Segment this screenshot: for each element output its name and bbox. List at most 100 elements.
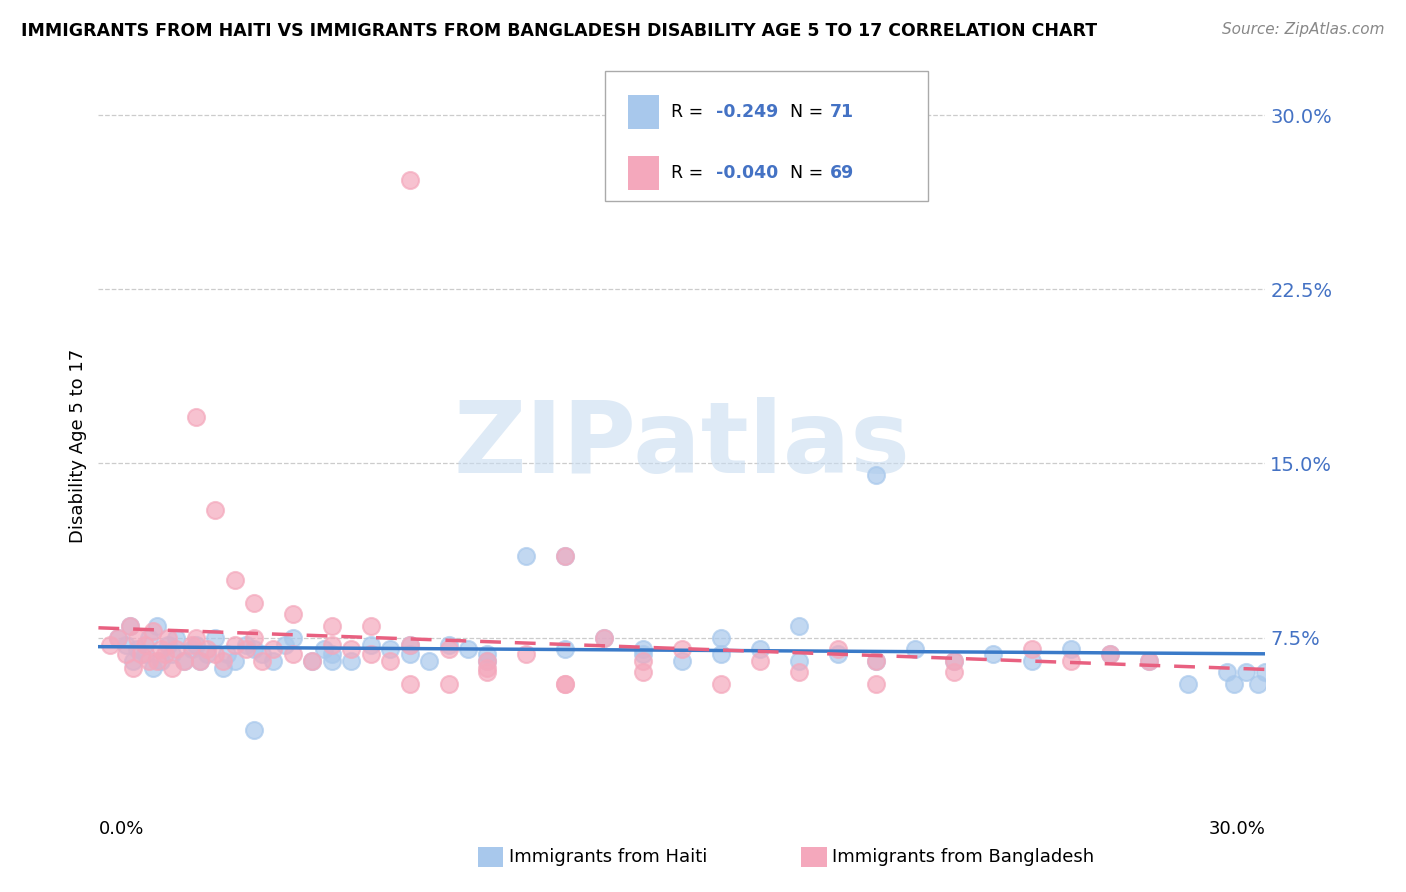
Point [142, 624, 165, 638]
Point [1246, 677, 1268, 691]
Point [204, 503, 226, 517]
Point [631, 647, 654, 661]
Point [360, 638, 382, 652]
Point [787, 619, 810, 633]
Text: -0.249: -0.249 [716, 103, 778, 121]
Point [274, 638, 297, 652]
Point [188, 654, 211, 668]
Point [250, 647, 273, 661]
Point [457, 642, 479, 657]
Point [235, 638, 257, 652]
Point [149, 642, 172, 657]
Point [224, 654, 246, 668]
Text: Source: ZipAtlas.com: Source: ZipAtlas.com [1222, 22, 1385, 37]
Text: R =: R = [671, 164, 709, 182]
Point [184, 409, 207, 424]
Point [380, 642, 402, 657]
Point [1098, 647, 1121, 661]
Point [180, 642, 202, 657]
Point [107, 631, 129, 645]
Text: IMMIGRANTS FROM HAITI VS IMMIGRANTS FROM BANGLADESH DISABILITY AGE 5 TO 17 CORRE: IMMIGRANTS FROM HAITI VS IMMIGRANTS FROM… [21, 22, 1097, 40]
Text: Immigrants from Haiti: Immigrants from Haiti [509, 848, 707, 866]
Point [250, 654, 273, 668]
Point [671, 654, 693, 668]
Point [281, 607, 304, 622]
Point [437, 642, 460, 657]
Point [1137, 654, 1160, 668]
Point [134, 638, 156, 652]
Point [243, 596, 266, 610]
Point [138, 631, 160, 645]
Point [235, 642, 257, 657]
Point [262, 642, 284, 657]
Point [827, 647, 849, 661]
Point [118, 619, 141, 633]
Point [943, 665, 966, 680]
Point [477, 665, 499, 680]
Point [321, 654, 343, 668]
Point [114, 647, 136, 661]
Point [398, 173, 420, 187]
Point [437, 638, 460, 652]
Point [554, 549, 576, 564]
Point [204, 631, 226, 645]
Point [748, 654, 770, 668]
Point [312, 642, 335, 657]
Point [212, 654, 235, 668]
Point [122, 654, 145, 668]
Point [134, 647, 156, 661]
Point [418, 654, 440, 668]
Text: 30.0%: 30.0% [1209, 821, 1265, 838]
Point [281, 631, 304, 645]
Point [215, 647, 238, 661]
Point [398, 638, 420, 652]
Point [165, 631, 187, 645]
Point [321, 619, 343, 633]
Point [477, 661, 499, 675]
Text: N =: N = [790, 164, 830, 182]
Point [1254, 665, 1277, 680]
Point [146, 654, 169, 668]
Point [212, 661, 235, 675]
Point [1177, 677, 1199, 691]
Point [98, 638, 121, 652]
Point [340, 654, 363, 668]
Point [477, 654, 499, 668]
Point [184, 631, 207, 645]
Point [981, 647, 1004, 661]
Text: 69: 69 [830, 164, 853, 182]
Point [195, 647, 218, 661]
Point [631, 654, 654, 668]
Point [122, 661, 145, 675]
Point [195, 642, 218, 657]
Point [787, 665, 810, 680]
Point [146, 619, 169, 633]
Point [943, 654, 966, 668]
Point [157, 631, 180, 645]
Point [398, 647, 420, 661]
Point [554, 642, 576, 657]
Point [865, 654, 887, 668]
Point [1060, 642, 1083, 657]
Point [127, 631, 149, 645]
Point [1215, 665, 1237, 680]
Point [153, 647, 176, 661]
Point [865, 677, 887, 691]
Point [243, 642, 266, 657]
Point [173, 654, 195, 668]
Point [1021, 654, 1043, 668]
Point [204, 647, 226, 661]
Point [180, 638, 202, 652]
Point [127, 642, 149, 657]
Point [114, 638, 136, 652]
Point [118, 619, 141, 633]
Point [380, 654, 402, 668]
Point [262, 654, 284, 668]
Point [671, 642, 693, 657]
Point [149, 654, 172, 668]
Y-axis label: Disability Age 5 to 17: Disability Age 5 to 17 [69, 349, 87, 543]
Point [1098, 647, 1121, 661]
Point [301, 654, 323, 668]
Point [301, 654, 323, 668]
Point [865, 654, 887, 668]
